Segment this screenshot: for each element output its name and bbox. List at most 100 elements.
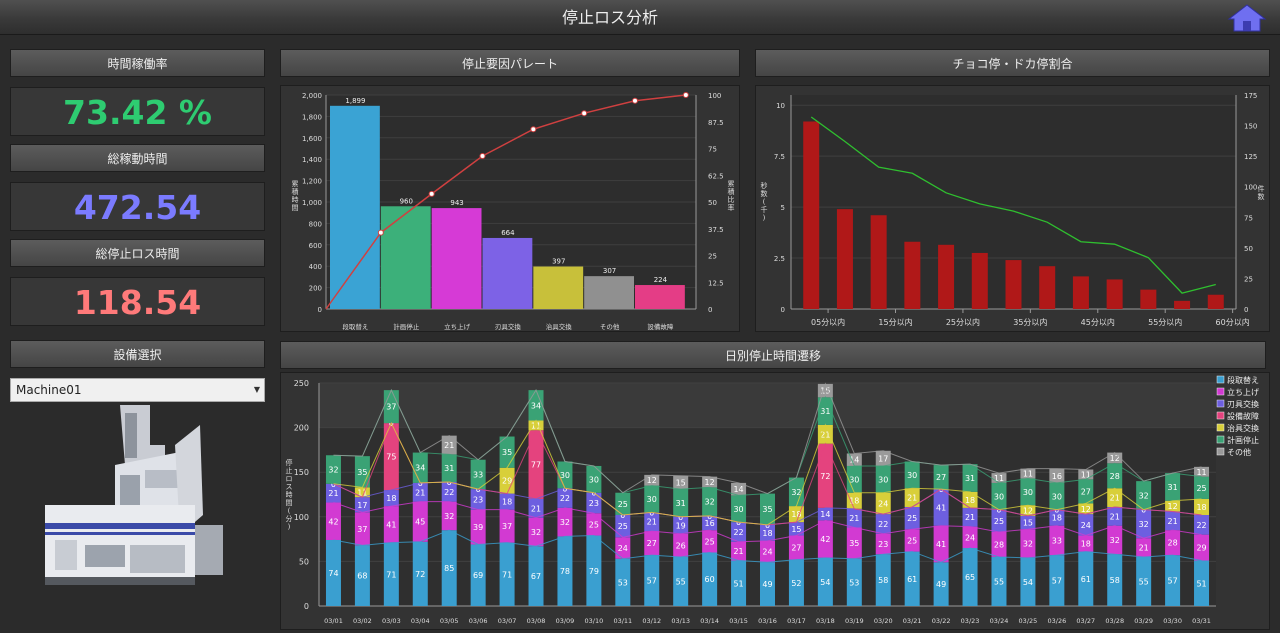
daily-bar-segment (441, 435, 457, 455)
daily-x-tick: 03/23 (961, 617, 980, 625)
choco-bar (1174, 300, 1191, 309)
daily-bar-segment (875, 465, 891, 493)
daily-bar-segment (586, 465, 602, 493)
availability-value: 73.42 % (10, 87, 265, 136)
daily-x-tick: 03/25 (1019, 617, 1038, 625)
daily-data-label: 22 (733, 528, 743, 537)
daily-data-label: 74 (328, 569, 338, 578)
daily-bar-segment (904, 506, 920, 530)
daily-panel: 0 50 100 150 200 250 停止ロス時間(分) 74 42 21 0 32 03/01 68… (280, 372, 1270, 630)
daily-data-label: 30 (647, 495, 657, 504)
daily-trend-line (333, 529, 1202, 563)
daily-data-label: 21 (444, 441, 454, 450)
daily-bar-segment (846, 508, 862, 528)
daily-bar-segment (1136, 481, 1152, 510)
daily-bar-segment (354, 545, 370, 606)
daily-data-label: 25 (907, 536, 917, 545)
daily-x-tick: 03/13 (671, 617, 690, 625)
pareto-y-tick: 1,000 (302, 199, 322, 207)
home-button[interactable] (1224, 3, 1270, 33)
choco-x-tick: 15分以内 (878, 317, 912, 327)
daily-data-label: 11 (1196, 468, 1206, 477)
daily-data-label: 21 (1110, 494, 1120, 503)
daily-data-label: 25 (589, 520, 599, 529)
pareto-y2-tick: 50 (708, 199, 717, 207)
choco-y2-tick: 125 (1244, 153, 1257, 161)
daily-legend-label: 立ち上げ (1227, 387, 1259, 397)
pareto-header: 停止要因パレート (280, 49, 740, 77)
daily-data-label: 32 (531, 528, 541, 537)
daily-data-label: 57 (1052, 577, 1062, 586)
daily-data-label: 18 (1081, 540, 1091, 549)
daily-data-label: 79 (589, 567, 599, 576)
choco-x-tick: 60分以内 (1216, 317, 1250, 327)
daily-data-label: 24 (762, 548, 772, 557)
daily-data-label: 15 (791, 525, 801, 534)
daily-data-label: 75 (386, 453, 396, 462)
daily-bar-segment (499, 509, 515, 543)
daily-data-label: 21 (965, 513, 975, 522)
daily-data-label: 35 (849, 539, 859, 548)
daily-data-label: 17 (357, 501, 367, 510)
daily-bar-segment (1107, 554, 1123, 606)
daily-bar-segment (933, 562, 949, 606)
pareto-y2-tick: 12.5 (708, 279, 724, 287)
equipment-select[interactable]: Machine01 ▼ (10, 378, 265, 402)
pareto-bar (330, 105, 380, 309)
daily-bar-segment (1020, 505, 1036, 516)
daily-x-tick: 03/08 (527, 617, 546, 625)
daily-bar-segment (528, 546, 544, 606)
daily-bar-segment (470, 489, 486, 510)
daily-bar-segment (875, 450, 891, 466)
daily-data-label: 42 (328, 517, 338, 526)
choco-bar (971, 252, 988, 309)
daily-bar-segment (441, 530, 457, 606)
daily-bar-segment (528, 420, 544, 431)
pareto-y-tick: 1,800 (302, 113, 322, 121)
daily-data-label: 12 (1168, 502, 1178, 511)
pareto-bar-label: 224 (654, 276, 668, 284)
daily-bar-segment (354, 487, 370, 498)
daily-bar-segment (875, 554, 891, 606)
daily-bar-segment (875, 533, 891, 555)
choco-bar (904, 241, 921, 309)
daily-data-label: 54 (820, 578, 830, 587)
daily-bar-segment (1194, 515, 1210, 535)
daily-bar-segment (817, 424, 833, 444)
daily-data-label: 31 (444, 464, 454, 473)
daily-x-tick: 03/09 (556, 617, 575, 625)
daily-bar-segment (1136, 509, 1152, 539)
choco-bar (870, 215, 887, 309)
total-operation-header: 総稼動時間 (10, 144, 265, 172)
daily-data-label: 55 (994, 577, 1004, 586)
daily-x-tick: 03/01 (324, 617, 343, 625)
daily-bar-segment (702, 530, 718, 553)
daily-bar-segment (325, 502, 341, 540)
daily-data-label: 71 (502, 570, 512, 579)
daily-data-label: 27 (791, 544, 801, 553)
daily-bar-segment (1020, 557, 1036, 606)
pareto-bar-label: 943 (450, 199, 463, 207)
daily-bar-segment (499, 467, 515, 494)
pareto-bar-label: 960 (400, 197, 413, 205)
daily-bar-segment (817, 397, 833, 425)
daily-data-label: 53 (849, 578, 859, 587)
choco-y2-tick: 75 (1244, 214, 1253, 222)
pareto-bar-label: 307 (603, 267, 616, 275)
daily-bar-segment (846, 465, 862, 493)
daily-bar-segment (962, 548, 978, 606)
daily-data-label: 24 (878, 499, 888, 508)
daily-data-label: 14 (733, 485, 743, 494)
daily-data-label: 67 (531, 572, 541, 581)
pareto-y2-tick: 62.5 (708, 172, 724, 180)
daily-data-label: 21 (849, 514, 859, 523)
daily-bar-segment (1107, 463, 1123, 489)
daily-data-label: 61 (1081, 575, 1091, 584)
daily-bar-segment (1020, 529, 1036, 558)
daily-data-label: 18 (791, 510, 801, 519)
pareto-bar (584, 276, 634, 309)
choco-x-tick: 35分以内 (1013, 317, 1047, 327)
daily-data-label: 18 (762, 529, 772, 538)
pareto-y2-tick: 87.5 (708, 119, 724, 127)
daily-legend-label: 設備故障 (1227, 411, 1259, 421)
